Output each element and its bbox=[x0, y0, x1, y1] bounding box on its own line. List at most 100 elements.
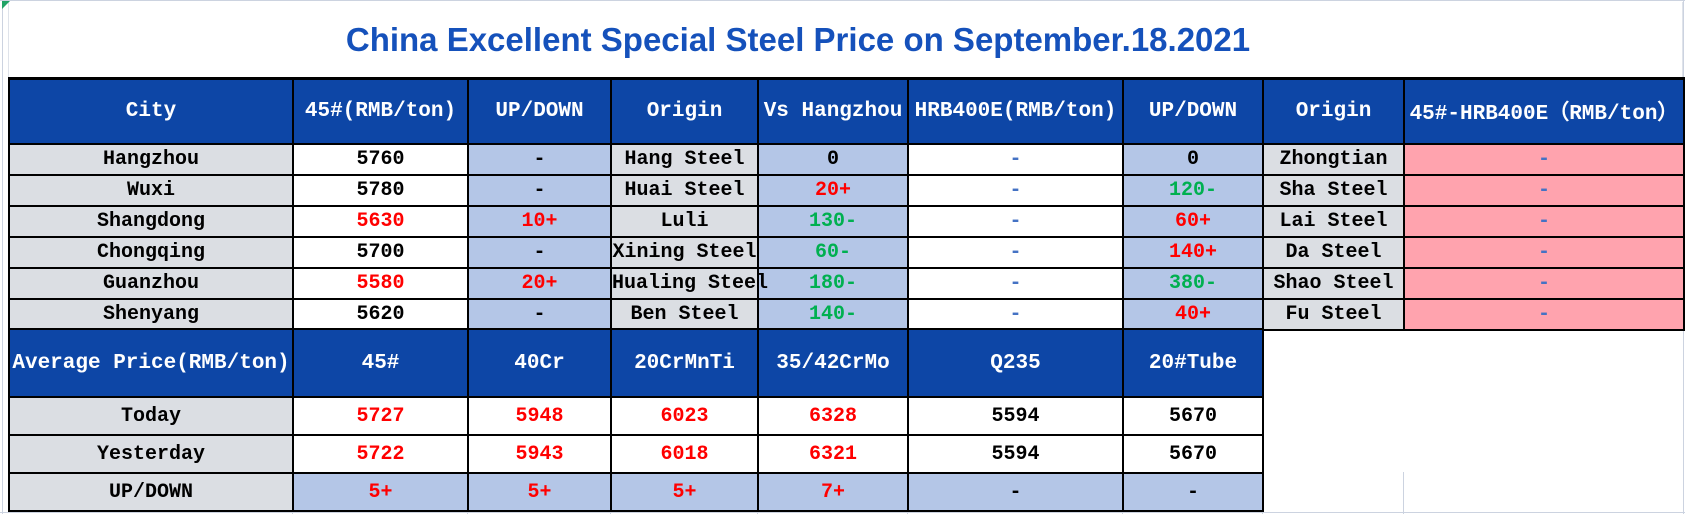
gridline bbox=[757, 510, 758, 514]
hrb400e-cell[interactable]: - bbox=[907, 235, 1124, 269]
diff-cell[interactable]: - bbox=[1403, 297, 1685, 331]
gridline bbox=[1403, 472, 1404, 514]
updown-cell[interactable]: - bbox=[467, 142, 612, 176]
hrb400e-cell[interactable]: - bbox=[907, 204, 1124, 238]
gridline bbox=[907, 510, 908, 514]
column-header-q235[interactable]: Q235 bbox=[907, 328, 1124, 398]
origin-cell[interactable]: Ben Steel bbox=[610, 297, 759, 331]
column-header-40cr[interactable]: 40Cr bbox=[467, 328, 612, 398]
avg-value-cell[interactable]: 6023 bbox=[610, 396, 759, 436]
avg-updown-cell[interactable]: - bbox=[907, 472, 1124, 512]
avg-updown-cell[interactable]: 5+ bbox=[292, 472, 469, 512]
avg-value-cell[interactable]: 6328 bbox=[757, 396, 909, 436]
table-row-updown: UP/DOWN 5+ 5+ 5+ 7+ - - bbox=[8, 472, 1264, 512]
column-header-updown[interactable]: UP/DOWN bbox=[467, 77, 612, 145]
diff-cell[interactable]: - bbox=[1403, 235, 1685, 269]
gridline bbox=[1122, 510, 1123, 514]
price-table-header-row: City 45#(RMB/ton) UP/DOWN Origin Vs Hang… bbox=[8, 77, 1685, 145]
avg-value-cell[interactable]: 5948 bbox=[467, 396, 612, 436]
column-header-45-minus-hrb400e[interactable]: 45#-HRB400E（RMB/ton） bbox=[1403, 77, 1685, 145]
column-header-20crmnti[interactable]: 20CrMnTi bbox=[610, 328, 759, 398]
city-cell[interactable]: Shenyang bbox=[8, 297, 294, 331]
origin2-cell[interactable]: Zhongtian bbox=[1262, 142, 1405, 176]
origin2-cell[interactable]: Da Steel bbox=[1262, 235, 1405, 269]
avg-value-cell[interactable]: 6321 bbox=[757, 434, 909, 474]
column-header-city[interactable]: City bbox=[8, 77, 294, 145]
origin-cell[interactable]: Luli bbox=[610, 204, 759, 238]
row-label[interactable]: Today bbox=[8, 396, 294, 436]
city-cell[interactable]: Shangdong bbox=[8, 204, 294, 238]
vs-hangzhou-cell[interactable]: 180- bbox=[757, 266, 909, 300]
updown-cell[interactable]: - bbox=[467, 297, 612, 331]
updown2-cell[interactable]: 0 bbox=[1122, 142, 1264, 176]
updown2-cell[interactable]: 140+ bbox=[1122, 235, 1264, 269]
table-row-shenyang: Shenyang 5620 - Ben Steel 140- - 40+ Fu … bbox=[8, 297, 1685, 331]
updown2-cell[interactable]: 380- bbox=[1122, 266, 1264, 300]
column-header-45[interactable]: 45# bbox=[292, 328, 469, 398]
vs-hangzhou-cell[interactable]: 130- bbox=[757, 204, 909, 238]
origin2-cell[interactable]: Fu Steel bbox=[1262, 297, 1405, 331]
avg-updown-cell[interactable]: 5+ bbox=[467, 472, 612, 512]
column-header-hrb400e[interactable]: HRB400E(RMB/ton) bbox=[907, 77, 1124, 145]
price-45-cell[interactable]: 5780 bbox=[292, 173, 469, 207]
avg-updown-cell[interactable]: 5+ bbox=[610, 472, 759, 512]
city-cell[interactable]: Hangzhou bbox=[8, 142, 294, 176]
updown2-cell[interactable]: 40+ bbox=[1122, 297, 1264, 331]
updown2-cell[interactable]: 60+ bbox=[1122, 204, 1264, 238]
hrb400e-cell[interactable]: - bbox=[907, 173, 1124, 207]
price-45-cell[interactable]: 5760 bbox=[292, 142, 469, 176]
column-header-vs-hangzhou[interactable]: Vs Hangzhou bbox=[757, 77, 909, 145]
origin-cell[interactable]: Hang Steel bbox=[610, 142, 759, 176]
price-45-cell[interactable]: 5630 bbox=[292, 204, 469, 238]
price-45-cell[interactable]: 5700 bbox=[292, 235, 469, 269]
diff-cell[interactable]: - bbox=[1403, 173, 1685, 207]
row-label[interactable]: Yesterday bbox=[8, 434, 294, 474]
city-cell[interactable]: Wuxi bbox=[8, 173, 294, 207]
avg-value-cell[interactable]: 6018 bbox=[610, 434, 759, 474]
vs-hangzhou-cell[interactable]: 140- bbox=[757, 297, 909, 331]
origin-cell[interactable]: Hualing Steel bbox=[610, 266, 768, 300]
origin2-cell[interactable]: Lai Steel bbox=[1262, 204, 1405, 238]
updown2-cell[interactable]: 120- bbox=[1122, 173, 1264, 207]
title-cell[interactable]: China Excellent Special Steel Price on S… bbox=[8, 2, 1683, 77]
origin2-cell[interactable]: Sha Steel bbox=[1262, 173, 1405, 207]
price-45-cell[interactable]: 5580 bbox=[292, 266, 469, 300]
column-header-3542crmo[interactable]: 35/42CrMo bbox=[757, 328, 909, 398]
column-header-45-price[interactable]: 45#(RMB/ton) bbox=[292, 77, 469, 145]
city-cell[interactable]: Chongqing bbox=[8, 235, 294, 269]
updown-cell[interactable]: - bbox=[467, 235, 612, 269]
hrb400e-cell[interactable]: - bbox=[907, 266, 1124, 300]
updown-cell[interactable]: - bbox=[467, 173, 612, 207]
avg-value-cell[interactable]: 5670 bbox=[1122, 434, 1264, 474]
avg-value-cell[interactable]: 5594 bbox=[907, 434, 1124, 474]
avg-value-cell[interactable]: 5943 bbox=[467, 434, 612, 474]
vs-hangzhou-cell[interactable]: 60- bbox=[757, 235, 909, 269]
diff-cell[interactable]: - bbox=[1403, 204, 1685, 238]
column-header-average-price[interactable]: Average Price(RMB/ton) bbox=[8, 328, 294, 398]
table-row-guanzhou: Guanzhou 5580 20+ Hualing Steel 180- - 3… bbox=[8, 266, 1685, 300]
avg-value-cell[interactable]: 5670 bbox=[1122, 396, 1264, 436]
diff-cell[interactable]: - bbox=[1403, 266, 1685, 300]
origin-cell[interactable]: Xining Steel bbox=[610, 235, 759, 269]
column-header-origin-2[interactable]: Origin bbox=[1262, 77, 1405, 145]
vs-hangzhou-cell[interactable]: 0 bbox=[757, 142, 909, 176]
updown-cell[interactable]: 20+ bbox=[467, 266, 612, 300]
origin-cell[interactable]: Huai Steel bbox=[610, 173, 759, 207]
vs-hangzhou-cell[interactable]: 20+ bbox=[757, 173, 909, 207]
row-label[interactable]: UP/DOWN bbox=[8, 472, 294, 512]
column-header-20tube[interactable]: 20#Tube bbox=[1122, 328, 1264, 398]
avg-updown-cell[interactable]: - bbox=[1122, 472, 1264, 512]
column-header-updown-2[interactable]: UP/DOWN bbox=[1122, 77, 1264, 145]
diff-cell[interactable]: - bbox=[1403, 142, 1685, 176]
origin2-cell[interactable]: Shao Steel bbox=[1262, 266, 1405, 300]
avg-value-cell[interactable]: 5594 bbox=[907, 396, 1124, 436]
avg-updown-cell[interactable]: 7+ bbox=[757, 472, 909, 512]
hrb400e-cell[interactable]: - bbox=[907, 297, 1124, 331]
column-header-origin[interactable]: Origin bbox=[610, 77, 759, 145]
price-45-cell[interactable]: 5620 bbox=[292, 297, 469, 331]
hrb400e-cell[interactable]: - bbox=[907, 142, 1124, 176]
updown-cell[interactable]: 10+ bbox=[467, 204, 612, 238]
city-cell[interactable]: Guanzhou bbox=[8, 266, 294, 300]
avg-value-cell[interactable]: 5727 bbox=[292, 396, 469, 436]
avg-value-cell[interactable]: 5722 bbox=[292, 434, 469, 474]
